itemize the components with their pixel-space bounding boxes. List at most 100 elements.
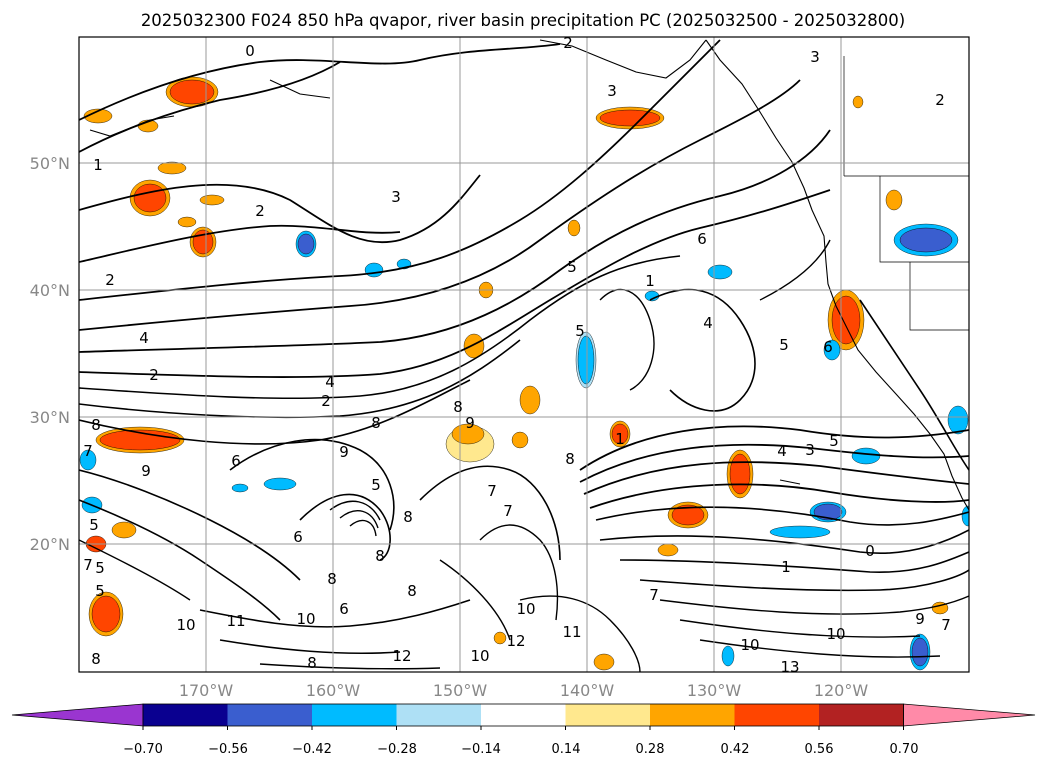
colorbar-tick-labels: −0.70 −0.56 −0.42 −0.28 −0.14 0.14 0.28 … (123, 742, 918, 757)
precip-patch (885, 189, 903, 211)
contour-label: 8 (307, 654, 317, 672)
contour-label: 2 (935, 91, 945, 109)
gridlines (79, 37, 969, 672)
isoline (79, 174, 481, 244)
colorbar-cell (312, 704, 397, 726)
contour-label: 13 (780, 658, 799, 676)
contour-label: 0 (245, 42, 255, 60)
contour-label: 11 (226, 612, 245, 630)
coastlines (89, 39, 969, 511)
isoline (699, 639, 941, 658)
precip-patch (199, 194, 225, 206)
lat-label-20n: 20°N (30, 535, 70, 554)
precip-patch (831, 295, 861, 345)
contour-label: 8 (403, 508, 413, 526)
isoline (79, 224, 401, 263)
contour-label: 5 (95, 582, 105, 600)
isoline (229, 438, 395, 531)
precip-patch (157, 161, 187, 175)
contour-label: 7 (503, 502, 513, 520)
precip-patch (231, 483, 249, 493)
precip-patch (169, 79, 215, 105)
precip-patch (729, 453, 751, 495)
isoline (79, 469, 301, 581)
isoline (579, 443, 969, 483)
isoline (299, 493, 391, 561)
colorbar-tick: −0.70 (123, 742, 163, 757)
contour-label: 8 (91, 416, 101, 434)
contour-label: 8 (565, 450, 575, 468)
isoline (339, 510, 379, 529)
colorbar-cell (565, 704, 650, 726)
precip-patch (593, 653, 615, 671)
contour-label: 8 (375, 547, 385, 565)
contour-label: 8 (371, 414, 381, 432)
contour-label: 5 (779, 336, 789, 354)
contour-label: 3 (391, 188, 401, 206)
contour-label: 7 (941, 616, 951, 634)
political-borders (843, 56, 969, 331)
colorbar-tick: 0.14 (552, 742, 581, 757)
isoline (79, 39, 721, 301)
isoline (583, 461, 969, 495)
contour-label: 8 (407, 582, 417, 600)
isoline (419, 465, 561, 561)
contour-label: 1 (615, 430, 625, 448)
precip-patch (851, 447, 881, 465)
precip-patch (961, 505, 969, 527)
contour-label: 12 (506, 632, 525, 650)
contour-label: 2 (255, 202, 265, 220)
contour-label: 1 (93, 156, 103, 174)
isoline (349, 519, 377, 537)
contour-label: 6 (823, 338, 833, 356)
colorbar-cell (650, 704, 735, 726)
colorbar-under-extension (11, 703, 144, 727)
contour-label: 10 (296, 610, 315, 628)
isoline (79, 339, 521, 419)
contour-label: 7 (649, 586, 659, 604)
colorbar-tick: 0.42 (721, 742, 750, 757)
colorbar-frame (142, 703, 904, 727)
isoline (589, 483, 969, 509)
contour-label: 10 (470, 647, 489, 665)
lat-label-50n: 50°N (30, 154, 70, 173)
isoline (619, 551, 969, 573)
isoline (79, 189, 831, 378)
isoline (199, 599, 471, 628)
contour-label: 4 (703, 314, 713, 332)
lat-label-40n: 40°N (30, 281, 70, 300)
isoline (329, 500, 381, 521)
contour-label: 9 (339, 443, 349, 461)
isoline (79, 255, 681, 400)
contour-label: 2 (321, 392, 331, 410)
colorbar-cell (734, 704, 819, 726)
isoline (649, 288, 756, 412)
precip-patch (177, 216, 197, 228)
contour-label: 5 (575, 322, 585, 340)
contour-label: 9 (465, 414, 475, 432)
contour-label: 3 (607, 82, 617, 100)
colorbar-tick: −0.14 (461, 742, 501, 757)
precip-patch (79, 449, 97, 471)
precip-patch (364, 262, 384, 278)
isoline (659, 595, 969, 615)
precip-patch (99, 429, 181, 451)
precip-patch (599, 109, 661, 127)
precip-patch (493, 631, 507, 645)
isoline (79, 61, 341, 153)
contour-label: 5 (95, 559, 105, 577)
contour-label: 7 (83, 556, 93, 574)
colorbar-cell (143, 704, 228, 726)
contour-label: 2 (105, 271, 115, 289)
contour-label: 4 (139, 329, 149, 347)
isoline (79, 539, 191, 601)
lon-label-160w: 160°W (306, 681, 361, 700)
precip-patch (511, 431, 529, 449)
precip-patch (611, 423, 629, 445)
contour-label: 3 (805, 441, 815, 459)
contour-label: 9 (915, 610, 925, 628)
contour-label: 5 (89, 516, 99, 534)
colorbar-cell (227, 704, 312, 726)
